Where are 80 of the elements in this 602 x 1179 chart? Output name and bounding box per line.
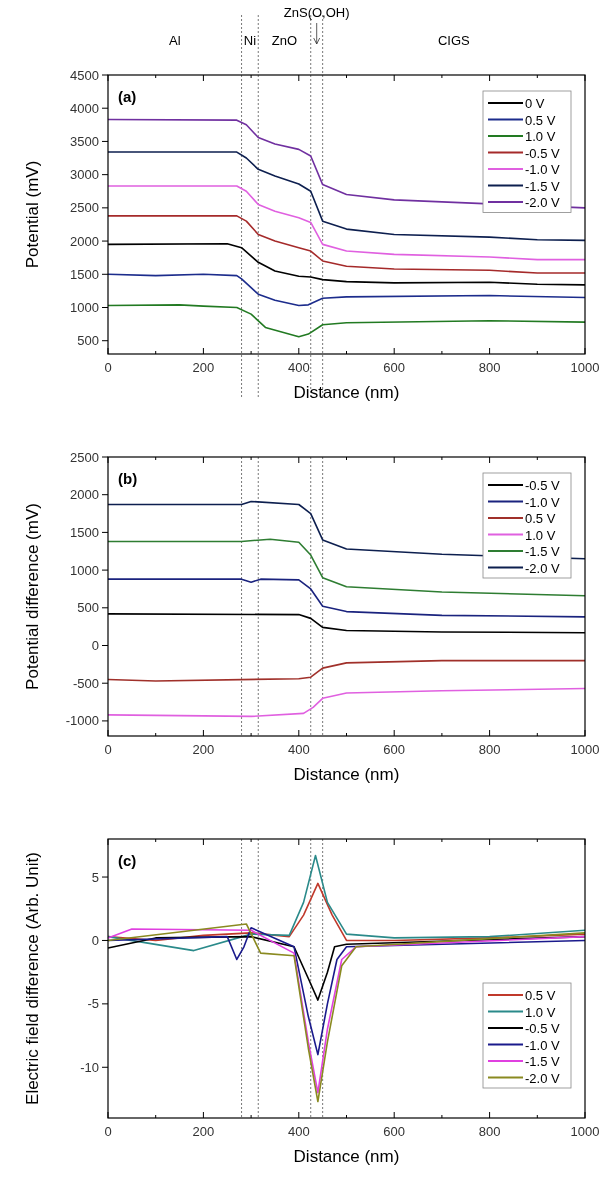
y-tick-label: 3000	[70, 167, 99, 183]
x-axis-title: Distance (nm)	[293, 1147, 400, 1166]
y-tick-label: 1500	[70, 266, 99, 282]
y-tick-label: 2000	[70, 487, 99, 503]
y-axis-title: Potential difference (mV)	[23, 503, 42, 690]
line-series	[107, 659, 586, 682]
legend-label: -2.0 V	[525, 195, 561, 210]
x-tick-label: 0	[104, 360, 112, 375]
y-tick-label: -10	[80, 1059, 99, 1075]
y-tick-label: 2500	[70, 200, 99, 216]
annotation: (c)	[118, 852, 137, 869]
x-tick-label: 800	[478, 1124, 501, 1139]
legend-label: -1.0 V	[525, 494, 561, 510]
line-series	[107, 151, 586, 242]
y-axis-title: Electric field difference (Arb. Unit)	[23, 852, 42, 1105]
legend-label: -1.0 V	[525, 1037, 561, 1053]
legend-label: -1.0 V	[525, 162, 561, 177]
y-tick-label: 2500	[70, 449, 99, 465]
x-tick-label: 400	[287, 742, 310, 757]
legend-label: 0.5 V	[525, 511, 556, 526]
legend-label: -0.5 V	[525, 478, 561, 493]
y-tick-label: 500	[77, 333, 99, 349]
legend-label: 1.0 V	[525, 527, 556, 543]
legend-label: 1.0 V	[525, 1004, 556, 1020]
y-tick-label: 500	[77, 600, 99, 616]
x-tick-label: 400	[287, 1124, 310, 1139]
legend-label: 0.5 V	[525, 988, 556, 1003]
x-tick-label: 600	[383, 742, 406, 757]
legend-label: -2.0 V	[525, 1070, 561, 1086]
legend-label: 1.0 V	[525, 129, 556, 144]
legend-label: -0.5 V	[525, 145, 561, 161]
text: Al	[169, 33, 181, 48]
y-tick-label: 4000	[70, 100, 99, 116]
x-tick-label: 400	[287, 360, 310, 375]
text: Ni	[243, 33, 257, 48]
annotation: (a)	[118, 88, 137, 105]
x-tick-label: 600	[383, 1124, 406, 1139]
line-series	[107, 273, 586, 307]
x-tick-label: 200	[192, 1124, 215, 1139]
x-axis-title: Distance (nm)	[293, 383, 400, 402]
y-tick-label: 2000	[70, 233, 99, 249]
text: ZnS(O,OH)	[283, 5, 350, 20]
legend-label: -1.5 V	[525, 1054, 561, 1069]
y-axis-title: Potential (mV)	[23, 160, 42, 269]
x-tick-label: 0	[104, 742, 112, 757]
y-tick-label: 0	[91, 638, 99, 654]
y-tick-label: 1000	[70, 562, 99, 578]
line-series	[107, 304, 586, 338]
legend-label: -1.5 V	[525, 178, 561, 194]
y-tick-label: -500	[72, 675, 99, 691]
x-tick-label: 200	[192, 742, 215, 757]
y-tick-label: -5	[87, 996, 99, 1012]
y-tick-label: 1000	[70, 300, 99, 315]
line-series	[107, 687, 586, 718]
legend-label: -0.5 V	[525, 1021, 561, 1036]
legend-label: -1.5 V	[525, 544, 561, 559]
x-tick-label: 800	[478, 742, 501, 757]
y-tick-label: 3500	[70, 133, 99, 149]
legend-label: 0.5 V	[525, 112, 556, 128]
x-tick-label: 600	[383, 360, 406, 375]
legend-label: 0 V	[525, 96, 545, 111]
annotation: (b)	[118, 470, 138, 487]
legend-label: -2.0 V	[525, 560, 561, 576]
text: CIGS	[437, 33, 471, 48]
x-tick-label: 200	[192, 360, 215, 375]
line-series	[107, 578, 586, 618]
y-tick-label: 0	[91, 932, 99, 948]
x-tick-label: 1000	[570, 360, 600, 375]
y-tick-label: 5	[91, 869, 99, 885]
x-tick-label: 1000	[570, 1124, 600, 1139]
x-tick-label: 1000	[570, 742, 600, 757]
x-tick-label: 800	[478, 360, 501, 375]
line-series	[107, 538, 586, 597]
y-tick-label: 4500	[70, 67, 99, 83]
text: ZnO	[271, 33, 298, 48]
y-tick-label: 1500	[70, 524, 99, 540]
x-axis-title: Distance (nm)	[293, 765, 400, 784]
y-tick-label: -1000	[65, 713, 99, 729]
line-series	[107, 215, 586, 274]
x-tick-label: 0	[104, 1124, 112, 1139]
